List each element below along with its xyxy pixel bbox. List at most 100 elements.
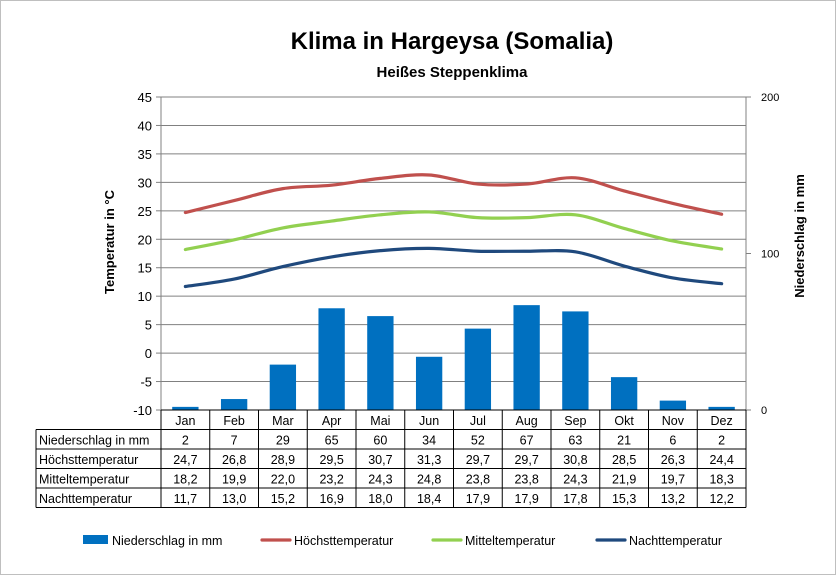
line-höchsttemperatur	[183, 173, 724, 216]
table-cell: 28,9	[271, 453, 295, 467]
table-month-header: Jul	[470, 414, 486, 428]
table-cell: 23,8	[466, 473, 490, 487]
table-month-header: Apr	[322, 414, 341, 428]
precipitation-bar-mar	[269, 364, 297, 410]
table-row-header: Höchsttemperatur	[39, 453, 138, 467]
table-cell: 17,9	[514, 492, 538, 506]
table-month-header: Feb	[223, 414, 245, 428]
legend-label: Nachttemperatur	[629, 534, 722, 548]
left-axis-title: Temperatur in °C	[102, 189, 117, 294]
left-tick-label: 10	[138, 289, 152, 304]
table-cell: 31,3	[417, 453, 441, 467]
table-row-header: Mitteltemperatur	[39, 473, 129, 487]
legend-swatch-bar	[83, 535, 108, 544]
legend-label: Höchsttemperatur	[294, 534, 393, 548]
legend-label: Mitteltemperatur	[465, 534, 555, 548]
table-cell: 26,3	[661, 453, 685, 467]
chart-title: Klima in Hargeysa (Somalia)	[291, 28, 614, 55]
table-cell: 11,7	[174, 492, 197, 506]
precipitation-bar-apr	[318, 308, 345, 410]
left-tick-label: -10	[133, 403, 152, 418]
table-cell: 29,5	[319, 453, 343, 467]
table-cell: 30,7	[368, 453, 392, 467]
table-cell: 17,9	[466, 492, 490, 506]
right-tick-label: 200	[761, 92, 779, 104]
table-cell: 29,7	[514, 453, 538, 467]
table-cell: 18,0	[368, 492, 392, 506]
table-month-header: Dez	[711, 414, 733, 428]
table-month-header: Mar	[272, 414, 294, 428]
legend-label: Niederschlag in mm	[112, 534, 222, 548]
table-month-header: Mai	[370, 414, 390, 428]
left-tick-label: 15	[138, 261, 152, 276]
table-cell: 21,9	[612, 473, 636, 487]
table-cell: 29	[276, 434, 290, 448]
left-tick-label: 30	[138, 175, 152, 190]
table-cell: 34	[422, 434, 436, 448]
line-mitteltemperatur	[183, 210, 724, 252]
table-month-header: Jun	[419, 414, 439, 428]
table-cell: 24,3	[563, 473, 587, 487]
table-month-header: Aug	[516, 414, 538, 428]
left-tick-label: 45	[138, 90, 152, 105]
table-cell: 60	[373, 434, 387, 448]
table-cell: 30,8	[563, 453, 587, 467]
precipitation-bar-sep	[562, 311, 589, 410]
table-cell: 67	[520, 434, 534, 448]
left-tick-label: 35	[138, 147, 152, 162]
precipitation-bar-mai	[367, 316, 394, 410]
table-cell: 23,8	[514, 473, 538, 487]
precipitation-bar-okt	[610, 377, 638, 410]
table-row-header: Nachttemperatur	[39, 492, 132, 506]
left-tick-label: 0	[145, 346, 152, 361]
table-cell: 65	[325, 434, 339, 448]
table-cell: 19,9	[222, 473, 246, 487]
precipitation-bar-aug	[513, 305, 540, 410]
table-cell: 6	[669, 434, 676, 448]
table-cell: 19,7	[661, 473, 685, 487]
precipitation-bar-feb	[220, 399, 248, 410]
table-cell: 24,3	[368, 473, 392, 487]
table-cell: 18,4	[417, 492, 441, 506]
left-tick-label: -5	[140, 375, 152, 390]
table-cell: 63	[568, 434, 582, 448]
table-cell: 29,7	[466, 453, 490, 467]
table-cell: 26,8	[222, 453, 246, 467]
table-month-header: Jan	[175, 414, 195, 428]
line-nachttemperatur	[183, 246, 724, 289]
table-cell: 24,7	[173, 453, 197, 467]
table-cell: 18,3	[709, 473, 733, 487]
chart-subtitle: Heißes Steppenklima	[377, 64, 529, 81]
left-tick-label: 40	[138, 118, 152, 133]
table-cell: 15,2	[271, 492, 295, 506]
precipitation-bar-jun	[415, 356, 443, 410]
table-cell: 15,3	[612, 492, 636, 506]
table-cell: 17,8	[563, 492, 587, 506]
table-month-header: Okt	[614, 414, 634, 428]
table-cell: 24,4	[709, 453, 733, 467]
precipitation-bar-nov	[659, 400, 687, 410]
precipitation-bar-dez	[708, 406, 735, 410]
table-cell: 18,2	[173, 473, 197, 487]
right-axis-title: Niederschlag in mm	[792, 174, 807, 298]
precipitation-bar-jan	[172, 406, 199, 410]
table-cell: 22,0	[271, 473, 295, 487]
table-cell: 23,2	[319, 473, 343, 487]
table-month-header: Sep	[564, 414, 586, 428]
right-tick-label: 100	[761, 249, 779, 261]
table-cell: 12,2	[709, 492, 733, 506]
table-cell: 28,5	[612, 453, 636, 467]
table-cell: 7	[231, 434, 238, 448]
table-cell: 24,8	[417, 473, 441, 487]
table-cell: 52	[471, 434, 485, 448]
left-tick-label: 5	[145, 318, 152, 333]
left-tick-label: 25	[138, 204, 152, 219]
precipitation-bar-jul	[464, 328, 492, 410]
table-cell: 2	[182, 434, 189, 448]
table-cell: 13,2	[661, 492, 685, 506]
left-tick-label: 20	[138, 232, 152, 247]
right-tick-label: 0	[761, 405, 767, 417]
table-cell: 13,0	[222, 492, 246, 506]
